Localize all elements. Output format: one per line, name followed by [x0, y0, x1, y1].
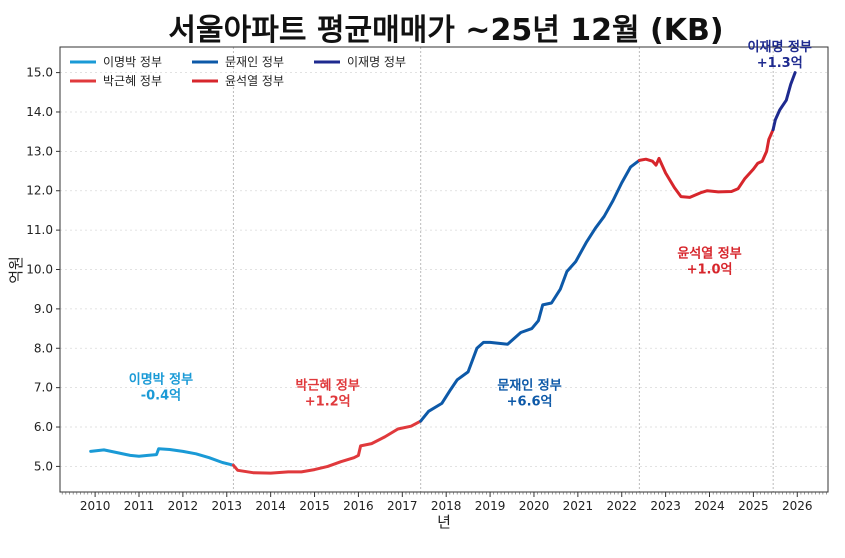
- annotation-label: 이재명 정부: [748, 39, 812, 55]
- x-tick-label: 2014: [255, 499, 286, 513]
- annotation-value: +1.3억: [757, 56, 803, 71]
- x-tick-label: 2024: [694, 499, 725, 513]
- y-tick-label: 15.0: [26, 66, 53, 80]
- series-line: [419, 158, 641, 423]
- y-tick-label: 5.0: [34, 459, 53, 473]
- x-tick-label: 2013: [211, 499, 242, 513]
- y-tick-label: 7.0: [34, 381, 53, 395]
- legend-label: 윤석열 정부: [225, 74, 284, 88]
- x-tick-label: 2010: [80, 499, 111, 513]
- x-tick-label: 2017: [387, 499, 418, 513]
- y-tick-label: 13.0: [26, 144, 53, 158]
- legend-label: 이명박 정부: [103, 55, 162, 69]
- chart-title: 서울아파트 평균매매가 ~25년 12월 (KB): [168, 13, 723, 48]
- x-tick-label: 2020: [519, 499, 550, 513]
- annotation-value: +1.0억: [687, 263, 733, 278]
- y-tick-label: 9.0: [34, 302, 53, 316]
- annotation-value: -0.4억: [141, 389, 181, 404]
- y-tick-label: 8.0: [34, 341, 53, 355]
- series-line: [771, 71, 797, 132]
- annotation-value: +6.6억: [507, 395, 553, 410]
- x-ticks: 2010 2011 2012 2013 2014 2015 2016 2017 2018 2019…: [61, 492, 827, 513]
- legend-label: 이재명 정부: [347, 55, 406, 69]
- y-tick-label: 10.0: [26, 263, 53, 277]
- x-tick-label: 2018: [431, 499, 462, 513]
- legend-label: 문재인 정부: [225, 55, 284, 69]
- x-tick-label: 2016: [343, 499, 374, 513]
- y-axis-label: 억원: [7, 256, 25, 284]
- x-tick-label: 2015: [299, 499, 330, 513]
- series-line: [89, 447, 235, 467]
- y-tick-label: 6.0: [34, 420, 53, 434]
- series-lines: [89, 71, 797, 475]
- x-tick-label: 2011: [124, 499, 155, 513]
- series-line: [231, 419, 423, 475]
- y-tick-label: 11.0: [26, 223, 53, 237]
- x-tick-label: 2012: [168, 499, 199, 513]
- x-tick-label: 2022: [606, 499, 637, 513]
- legend-label: 박근혜 정부: [103, 74, 162, 88]
- annotation-label: 이명박 정부: [129, 372, 193, 388]
- y-ticks: 5.0 6.0 7.0 8.0 9.0 10.0 11.0 12.0 13.0 14.0 15.0: [26, 66, 60, 473]
- y-tick-label: 12.0: [26, 184, 53, 198]
- annotation-label: 윤석열 정부: [677, 246, 741, 262]
- x-tick-label: 2023: [650, 499, 681, 513]
- annotation-label: 박근혜 정부: [296, 378, 360, 394]
- y-tick-label: 14.0: [26, 105, 53, 119]
- annotation-label: 문재인 정부: [497, 378, 561, 394]
- x-tick-label: 2025: [738, 499, 769, 513]
- x-axis-label: 년: [437, 513, 451, 531]
- annotation-value: +1.2억: [305, 395, 351, 410]
- grid: [60, 72, 828, 467]
- x-tick-label: 2021: [563, 499, 594, 513]
- x-tick-label: 2026: [782, 499, 813, 513]
- series-line: [637, 128, 775, 199]
- x-tick-label: 2019: [475, 499, 506, 513]
